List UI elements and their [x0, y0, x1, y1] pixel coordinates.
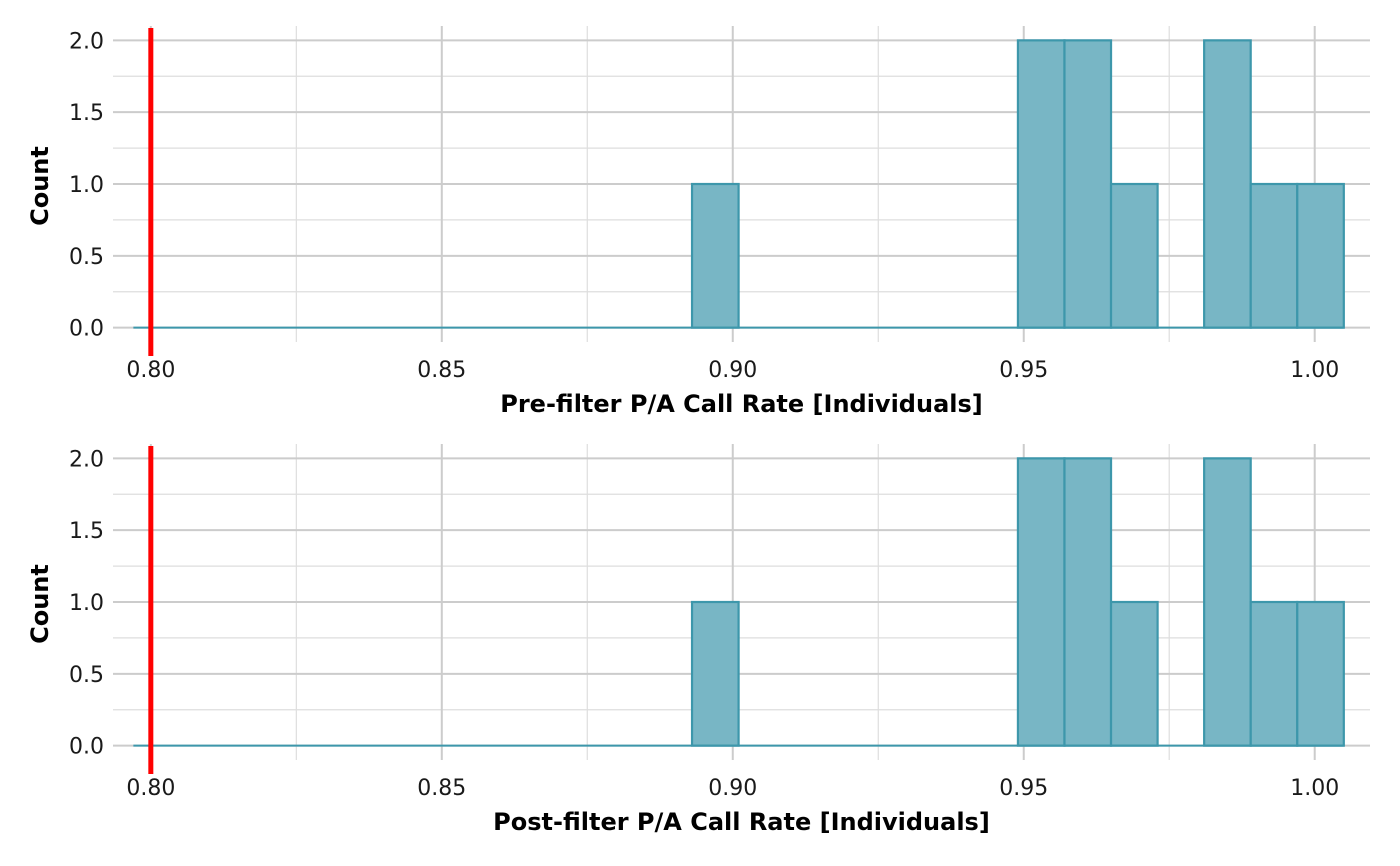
- x-tick-label: 0.85: [417, 358, 466, 383]
- x-tick-label: 0.85: [417, 776, 466, 801]
- histogram-panel-1: 0.80 0.85 0.90 0.95 1.00 0.0 0.5 1.0 1.5 2.0 Pre-f…: [26, 26, 1370, 418]
- y-tick-label: 1.0: [69, 173, 104, 198]
- y-tick-label: 1.5: [69, 101, 104, 126]
- histogram-bar: [1296, 182, 1345, 329]
- y-tick-label: 0.5: [69, 663, 104, 688]
- histogram-bar: [1249, 600, 1299, 747]
- y-tick-label: 0.0: [69, 317, 104, 342]
- x-tick-label: 0.80: [126, 776, 175, 801]
- histogram-bar: [1016, 457, 1066, 747]
- histogram-bar: [1063, 39, 1113, 329]
- y-tick-label: 1.5: [69, 519, 104, 544]
- x-tick-label: 0.80: [126, 358, 175, 383]
- grid-lines: [113, 26, 1370, 342]
- x-axis-title: Post-filter P/A Call Rate [Individuals]: [493, 808, 990, 836]
- histogram-bar: [1203, 457, 1252, 747]
- x-tick-label: 0.90: [708, 358, 757, 383]
- histogram-bars: [133, 457, 1345, 747]
- histogram-bar: [1296, 600, 1345, 747]
- histogram-bar: [1109, 182, 1159, 329]
- y-axis-title: Count: [26, 146, 54, 226]
- x-tick-label: 0.95: [999, 358, 1048, 383]
- y-tick-label: 2.0: [69, 29, 104, 54]
- y-tick-label: 2.0: [69, 447, 104, 472]
- histogram-bar: [690, 600, 740, 747]
- y-tick-label: 0.0: [69, 735, 104, 760]
- histogram-bar: [1063, 457, 1113, 747]
- histogram-bar: [1203, 39, 1252, 329]
- grid-lines: [113, 444, 1370, 760]
- histogram-bar: [690, 182, 740, 329]
- x-tick-label: 1.00: [1290, 358, 1339, 383]
- x-tick-label: 0.95: [999, 776, 1048, 801]
- histogram-panel-2: 0.80 0.85 0.90 0.95 1.00 0.0 0.5 1.0 1.5 2.0 Post-…: [26, 444, 1370, 836]
- x-tick-label: 1.00: [1290, 776, 1339, 801]
- x-axis-title: Pre-filter P/A Call Rate [Individuals]: [500, 390, 983, 418]
- histogram-bar: [1249, 182, 1299, 329]
- histogram-bar: [1016, 39, 1066, 329]
- x-tick-label: 0.90: [708, 776, 757, 801]
- y-tick-label: 0.5: [69, 245, 104, 270]
- y-axis-title: Count: [26, 564, 54, 644]
- histogram-bar: [1109, 600, 1159, 747]
- y-tick-label: 1.0: [69, 591, 104, 616]
- histogram-bars: [133, 39, 1345, 329]
